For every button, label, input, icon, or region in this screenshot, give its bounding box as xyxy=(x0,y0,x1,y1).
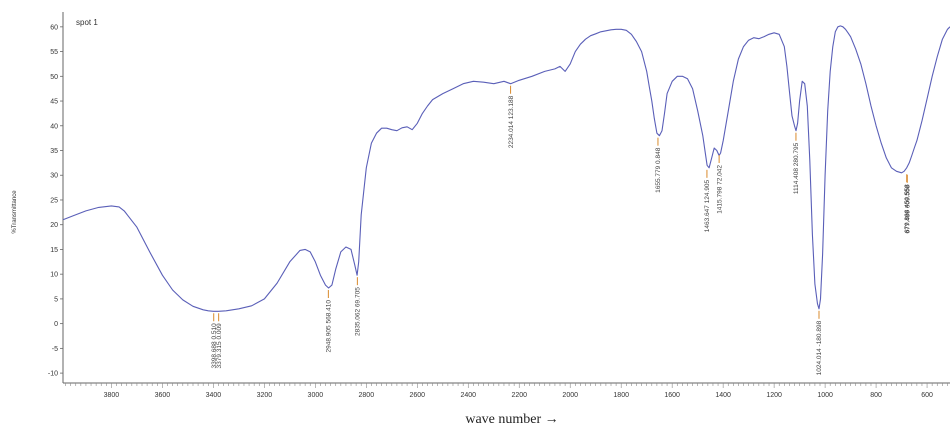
y-tick-label: -10 xyxy=(48,371,58,378)
y-tick-label: 45 xyxy=(50,99,58,106)
y-tick-label: 30 xyxy=(50,173,58,180)
y-tick-label: -5 xyxy=(52,346,58,353)
y-tick-label: 15 xyxy=(50,247,58,254)
x-tick-label: 800 xyxy=(870,392,882,399)
spectrum-line xyxy=(62,25,950,312)
x-tick-label: 3800 xyxy=(104,392,120,399)
peak-label: 1463.647 124.905 xyxy=(704,179,711,232)
y-tick-label: 40 xyxy=(50,123,58,130)
x-tick-label: 1200 xyxy=(766,392,782,399)
x-minor-ticks xyxy=(65,383,948,388)
x-tick-label: 2400 xyxy=(460,392,476,399)
x-tick-label: 2200 xyxy=(511,392,527,399)
y-tick-label: 35 xyxy=(50,148,58,155)
y-tick-label: 60 xyxy=(50,24,58,31)
peak-label: 1024.014 -180.898 xyxy=(816,320,823,375)
peak-label: 2948.905 568.410 xyxy=(326,300,333,353)
x-tick-label: 1400 xyxy=(715,392,731,399)
spectrum-curve-layer xyxy=(62,25,950,312)
x-axis-label: wave number → xyxy=(465,412,558,426)
peak-label: 1655.779 0.848 xyxy=(655,147,662,193)
x-tick-label: 600 xyxy=(921,392,933,399)
y-tick-label: 55 xyxy=(50,49,58,56)
y-tick-label: 5 xyxy=(54,296,58,303)
x-tick-label: 3200 xyxy=(257,392,273,399)
x-tick-label: 3600 xyxy=(155,392,171,399)
y-tick-label: 25 xyxy=(50,197,58,204)
x-tick-label: 2600 xyxy=(410,392,426,399)
y-tick-label: 20 xyxy=(50,222,58,229)
x-tick-label: 1800 xyxy=(613,392,629,399)
x-tick-label: 1600 xyxy=(664,392,680,399)
y-ticks: -10 -5 0 5 10 15 20 25 30 35 40 45 50 55 60 xyxy=(48,24,63,378)
y-tick-label: 0 xyxy=(54,321,58,328)
peak-label: 2835.062 69.705 xyxy=(355,287,362,336)
y-axis-label: %Transmittance xyxy=(12,190,18,234)
peak-label: 677.489 609.558 xyxy=(905,184,912,233)
x-tick-label: 2800 xyxy=(359,392,375,399)
x-tick-label: 3000 xyxy=(308,392,324,399)
peak-label: 3379.315 0.009 xyxy=(216,323,223,369)
peak-label: 2234.014 123.188 xyxy=(508,95,515,148)
peak-label: 3398.688 0.510 xyxy=(211,323,218,369)
peak-label: 1114.408 280.795 xyxy=(793,142,800,194)
peak-label: 1415.798 72.042 xyxy=(716,165,723,214)
x-tick-label: 2000 xyxy=(562,392,578,399)
legend-label: spot 1 xyxy=(76,18,98,27)
peak-label: 679.868 450.558 xyxy=(904,184,911,233)
axes xyxy=(62,12,950,384)
y-tick-label: 50 xyxy=(50,74,58,81)
x-ticks: 3800 3600 3400 3200 3000 2800 2600 2400 2200 2000… xyxy=(104,392,933,399)
y-tick-label: 10 xyxy=(50,272,58,279)
x-tick-label: 1000 xyxy=(817,392,833,399)
x-tick-label: 3400 xyxy=(206,392,222,399)
